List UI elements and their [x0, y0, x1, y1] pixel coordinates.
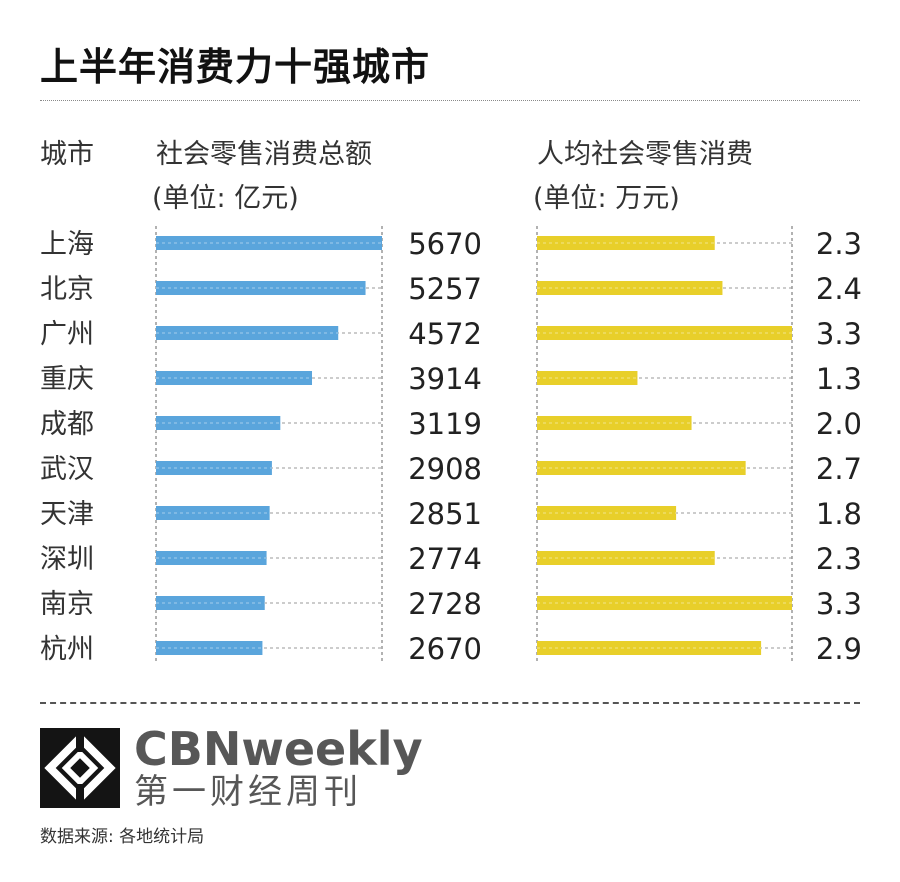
- total-bar: [156, 461, 272, 475]
- total-value-label: 2728: [408, 587, 482, 621]
- per-capita-bar: [537, 506, 677, 520]
- per-capita-value-label: 2.0: [816, 407, 862, 441]
- total-value-label: 3914: [408, 362, 482, 396]
- per-capita-value-label: 3.3: [816, 317, 862, 351]
- data-source-note: 数据来源: 各地统计局: [40, 827, 205, 847]
- per-capita-bar: [537, 641, 762, 655]
- total-bar: [156, 371, 313, 385]
- per-capita-value-label: 2.3: [816, 227, 862, 261]
- total-value-label: 2774: [408, 542, 482, 576]
- total-value-label: 4572: [408, 317, 482, 351]
- per-capita-bar: [537, 371, 638, 385]
- per-capita-bar: [537, 461, 746, 475]
- brand-name: CBNweekly: [134, 722, 423, 776]
- per-capita-column-header: 人均社会零售消费: [537, 139, 753, 170]
- title-divider: [40, 100, 860, 101]
- total-bar: [156, 551, 267, 565]
- per-capita-bar: [537, 236, 715, 250]
- per-capita-bar: [537, 551, 715, 565]
- city-label: 北京: [40, 274, 94, 305]
- total-value-label: 5257: [408, 272, 482, 306]
- total-bar: [156, 326, 339, 340]
- city-label: 广州: [40, 319, 94, 350]
- total-value-label: 3119: [408, 407, 482, 441]
- per-capita-value-label: 2.7: [816, 452, 862, 486]
- per-capita-value-label: 2.4: [816, 272, 862, 306]
- city-column-header: 城市: [40, 139, 94, 170]
- per-capita-value-label: 2.3: [816, 542, 862, 576]
- total-value-label: 2851: [408, 497, 482, 531]
- per-capita-value-label: 1.8: [816, 497, 862, 531]
- per-capita-bar: [537, 596, 792, 610]
- total-column-header: 社会零售消费总额: [156, 139, 372, 170]
- chart-title: 上半年消费力十强城市: [40, 45, 431, 89]
- total-bar: [156, 416, 281, 430]
- per-capita-value-label: 2.9: [816, 632, 862, 666]
- total-unit-label: (单位: 亿元): [152, 183, 299, 214]
- per-capita-bar: [537, 281, 723, 295]
- total-value-label: 2908: [408, 452, 482, 486]
- logo-mark: [44, 732, 116, 804]
- city-label: 成都: [40, 409, 94, 440]
- total-bar: [156, 236, 382, 250]
- total-value-label: 2670: [408, 632, 482, 666]
- per-capita-value-label: 3.3: [816, 587, 862, 621]
- per-capita-bar: [537, 326, 792, 340]
- city-label: 深圳: [40, 544, 94, 575]
- city-label: 杭州: [40, 634, 94, 665]
- city-label: 重庆: [40, 364, 94, 395]
- per-capita-bar: [537, 416, 692, 430]
- per-capita-unit-label: (单位: 万元): [533, 183, 680, 214]
- total-bar: [156, 281, 366, 295]
- brand-name-chinese: 第一财经周刊: [134, 772, 362, 812]
- city-label: 武汉: [40, 454, 94, 485]
- footer-divider: [40, 702, 860, 704]
- per-capita-value-label: 1.3: [816, 362, 862, 396]
- total-value-label: 5670: [408, 227, 482, 261]
- city-label: 上海: [40, 229, 94, 260]
- total-bar: [156, 596, 265, 610]
- cbn-logo-icon: [40, 728, 120, 808]
- total-bar: [156, 506, 270, 520]
- city-label: 天津: [40, 499, 94, 530]
- total-bar: [156, 641, 263, 655]
- city-label: 南京: [40, 589, 94, 620]
